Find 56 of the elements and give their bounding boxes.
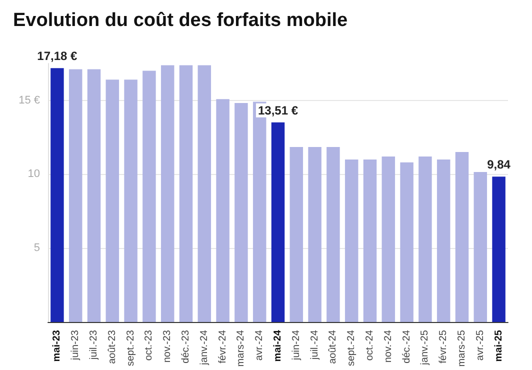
x-tick-label: août-24 <box>328 330 339 364</box>
x-tick-label: sept.-23 <box>125 330 136 366</box>
x-tick-label: oct.-23 <box>144 330 155 361</box>
y-tick-label: 10 <box>28 168 40 180</box>
bar <box>234 102 248 322</box>
bar <box>179 65 193 322</box>
x-tick-label: juin-24 <box>290 330 302 362</box>
x-tick-label: août-23 <box>106 330 118 364</box>
x-tick-label: juil.-24 <box>309 330 320 360</box>
x-tick-label: janv.-25 <box>420 330 431 366</box>
bar <box>160 65 174 322</box>
y-tick-label: 15 € <box>18 94 40 106</box>
bar <box>363 159 377 322</box>
x-tick-label: nov.-24 <box>382 330 394 363</box>
x-tick-label: avr.-25 <box>474 330 486 361</box>
bar <box>474 172 488 322</box>
bar <box>400 162 414 322</box>
x-tick-label: sept.-24 <box>346 330 358 366</box>
bar <box>124 80 138 322</box>
bar <box>492 176 506 322</box>
bar <box>271 122 285 322</box>
bar <box>436 159 450 322</box>
bar <box>326 147 340 322</box>
x-tick-label: juil.-23 <box>88 330 100 360</box>
bar <box>344 159 358 322</box>
x-tick-label: avr.-24 <box>254 330 266 361</box>
bar <box>382 156 396 322</box>
bar <box>418 156 432 322</box>
bar <box>106 80 120 322</box>
x-tick-label: déc.-23 <box>180 330 192 364</box>
x-tick-label: mai-23 <box>52 330 63 362</box>
bar <box>308 147 322 322</box>
x-tick-label: févr.-24 <box>217 330 228 364</box>
x-tick-label: mars-24 <box>236 330 247 367</box>
chart-title: Evolution du coût des forfaits mobile <box>13 10 348 31</box>
data-label: 9,84 <box>487 158 511 172</box>
x-tick-label: juin-23 <box>70 330 82 362</box>
y-tick-label: 5 <box>34 242 40 254</box>
bar <box>216 99 230 322</box>
bar <box>50 68 64 322</box>
data-label: 13,51 € <box>258 103 298 118</box>
x-tick-label: mai-25 <box>493 330 504 362</box>
bar <box>68 69 82 322</box>
x-tick-label: nov.-23 <box>162 330 174 363</box>
x-tick-label: oct.-24 <box>364 330 376 361</box>
bar <box>455 152 469 322</box>
x-tick-label: mars-25 <box>456 330 468 367</box>
bar <box>290 147 304 322</box>
x-tick-label: janv.-24 <box>198 330 210 366</box>
bar <box>198 65 212 322</box>
x-tick-label: févr.-25 <box>438 330 450 364</box>
bar <box>142 70 156 322</box>
x-tick-label: déc.-24 <box>401 330 412 364</box>
data-label: 17,18 € <box>37 49 78 64</box>
x-tick-label: mai-24 <box>272 330 284 362</box>
bar <box>87 69 101 322</box>
